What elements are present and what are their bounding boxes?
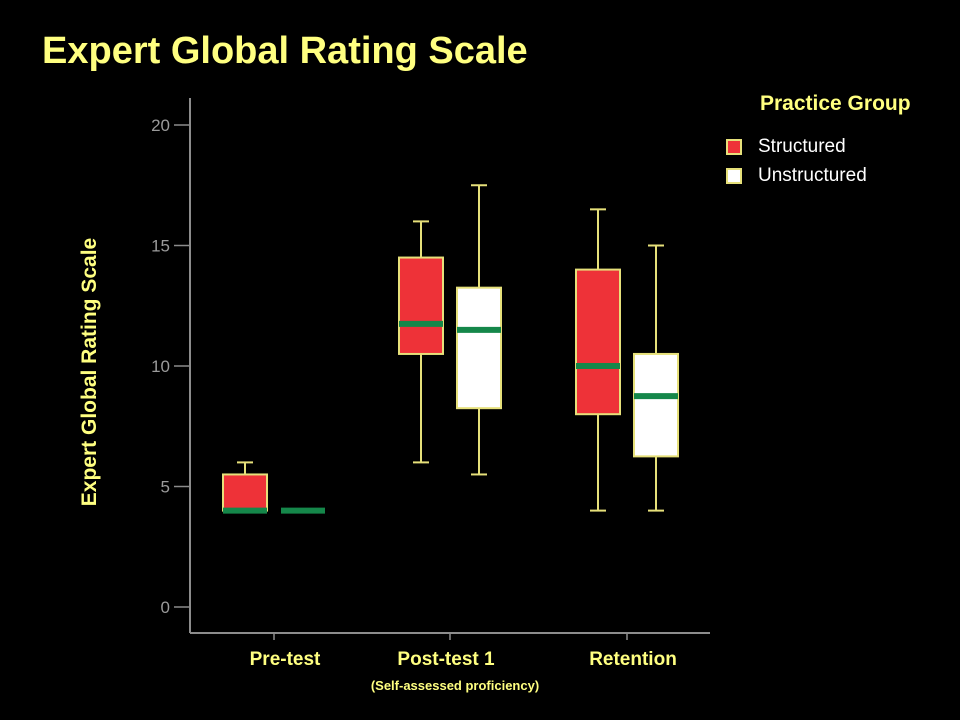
legend-item-unstructured: Unstructured	[726, 163, 867, 189]
box-structured-pre-test	[222, 461, 268, 514]
x-category-label-2: Retention	[589, 649, 677, 670]
box-unstructured-post-test-1	[456, 184, 502, 476]
axes: 0 5 10 15 20	[151, 98, 710, 640]
legend-title: Practice Group	[760, 92, 911, 115]
box-plot-series	[222, 184, 679, 514]
box-body	[222, 473, 268, 512]
box-body	[398, 256, 444, 355]
y-tick-label-5: 5	[161, 478, 170, 497]
box-body	[633, 352, 679, 458]
box-body	[575, 268, 621, 416]
y-tick-label-10: 10	[151, 357, 170, 376]
box-structured-post-test-1	[398, 220, 444, 464]
x-category-label-0: Pre-test	[250, 649, 321, 670]
legend-label-structured: Structured	[758, 136, 846, 157]
x-category-sublabel-1: (Self-assessed proficiency)	[371, 678, 539, 693]
y-axis-title: Expert Global Rating Scale	[78, 238, 101, 506]
y-tick-label-20: 20	[151, 116, 170, 135]
y-tick-label-15: 15	[151, 237, 170, 256]
y-tick-label-0: 0	[161, 598, 170, 617]
box-body	[456, 286, 502, 410]
legend-swatch-structured	[726, 139, 742, 155]
legend-label-unstructured: Unstructured	[758, 165, 867, 186]
x-category-label-1: Post-test 1	[397, 649, 495, 670]
legend-item-structured: Structured	[726, 134, 846, 160]
axis-labels: Pre-test Post-test 1 (Self-assessed profic…	[78, 238, 677, 693]
legend-swatch-unstructured	[726, 168, 742, 184]
box-unstructured-retention	[633, 244, 679, 512]
box-structured-retention	[575, 208, 621, 512]
slide-title: Expert Global Rating Scale	[42, 30, 528, 72]
